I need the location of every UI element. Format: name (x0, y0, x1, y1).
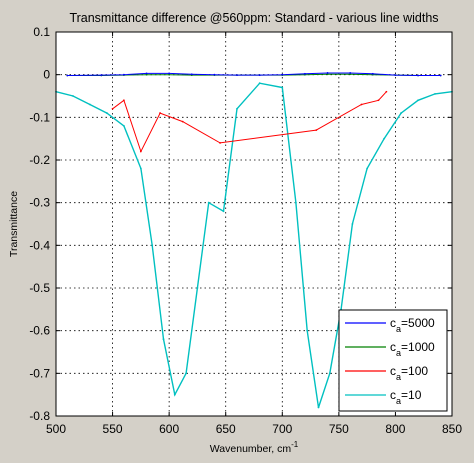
data-point (159, 112, 161, 114)
x-tick-label: 650 (216, 422, 236, 436)
data-point (294, 201, 297, 204)
data-point (394, 74, 397, 76)
x-tick-label: 700 (272, 422, 292, 436)
x-tick-label: 750 (329, 422, 349, 436)
data-point (196, 287, 199, 289)
data-point (106, 112, 108, 114)
data-point (315, 129, 318, 132)
data-point (417, 74, 419, 77)
data-point (207, 201, 210, 204)
legend: ca=5000 ca=1000 ca=100 ca=10 (338, 309, 448, 412)
data-point (326, 73, 329, 76)
data-point (66, 74, 69, 77)
series-line-10 (55, 82, 453, 408)
series-line-100 (112, 91, 387, 153)
data-point (326, 72, 329, 74)
data-point (377, 99, 380, 102)
data-point (383, 137, 386, 140)
data-point (385, 90, 388, 93)
data-point (151, 244, 154, 247)
data-point (236, 74, 238, 76)
data-point (89, 103, 91, 106)
legend-label: ca=1000 (390, 340, 435, 358)
data-point (173, 393, 176, 396)
data-point (168, 73, 171, 76)
data-point (281, 73, 284, 76)
x-tick-label: 550 (103, 422, 123, 436)
data-point (168, 72, 171, 75)
legend-box (338, 309, 448, 412)
legend-label: ca=10 (390, 388, 422, 406)
y-axis-label: Transmittance (8, 191, 20, 257)
x-tick-label: 600 (159, 422, 179, 436)
data-point (219, 142, 221, 144)
series-layer (55, 72, 453, 409)
data-point (400, 112, 402, 114)
data-point (122, 73, 125, 76)
legend-label: ca=100 (390, 364, 428, 382)
data-point (434, 92, 436, 95)
y-tick-label: -0.3 (29, 196, 50, 210)
data-point (439, 74, 442, 77)
x-tick-label: 500 (46, 422, 66, 436)
data-point (258, 74, 261, 76)
y-tick-label: -0.8 (29, 409, 50, 423)
data-point (236, 107, 238, 110)
data-point (306, 329, 309, 332)
plot-frame (55, 31, 453, 417)
data-point (139, 167, 142, 170)
y-tick-label: -0.6 (29, 324, 50, 338)
data-point (111, 107, 114, 110)
data-point (417, 99, 419, 102)
data-point (371, 72, 374, 75)
data-point (72, 95, 74, 97)
data-point (100, 74, 103, 76)
legend-label: ca=5000 (390, 316, 435, 334)
data-point (258, 82, 261, 85)
chart-title: Transmittance difference @560ppm: Standa… (69, 11, 438, 25)
data-point (222, 210, 225, 213)
y-tick-label: 0 (43, 68, 50, 82)
data-point (162, 338, 165, 341)
data-point (122, 124, 125, 127)
x-axis-label: Wavenumber, cm-1 (210, 440, 299, 455)
y-tick-label: 0.1 (33, 25, 50, 39)
data-point (213, 73, 216, 76)
data-point (145, 72, 148, 75)
y-tick-label: -0.4 (29, 238, 50, 252)
data-point (181, 120, 184, 123)
data-point (122, 99, 125, 102)
data-point (304, 72, 306, 75)
data-point (145, 73, 148, 76)
data-point (349, 73, 352, 76)
data-point (360, 103, 363, 106)
data-point (185, 372, 188, 375)
data-point (190, 73, 193, 76)
data-point (281, 86, 284, 89)
data-point (349, 72, 352, 74)
y-tick-label: -0.2 (29, 153, 50, 167)
data-point (366, 167, 369, 170)
y-tick-label: -0.1 (29, 110, 50, 124)
data-point (351, 223, 354, 225)
y-tick-label: -0.5 (29, 281, 50, 295)
x-tick-label: 800 (385, 422, 405, 436)
y-tick-label: -0.7 (29, 366, 50, 380)
x-tick-label: 850 (442, 422, 462, 436)
data-point (328, 372, 331, 375)
axes: 500 550 600 650 700 750 800 850 0.1 0 -0.1 -0.2 -0.3… (29, 25, 462, 436)
data-point (139, 150, 142, 153)
data-point (317, 406, 320, 409)
